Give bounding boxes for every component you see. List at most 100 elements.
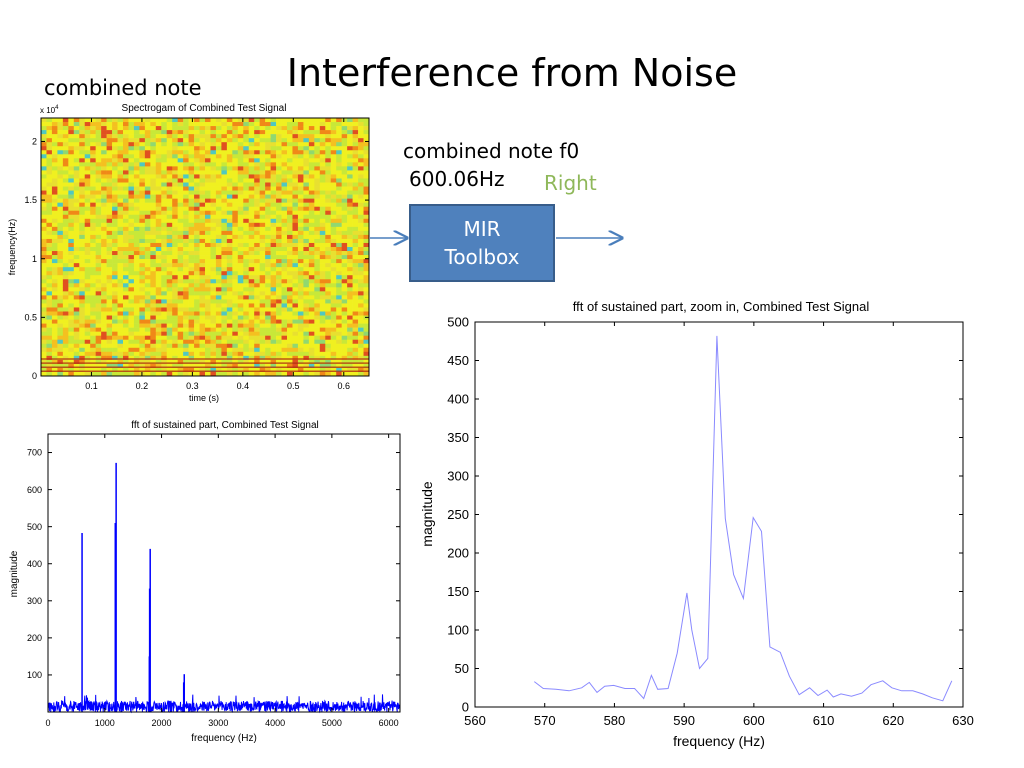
spectrogram-cell	[95, 327, 102, 332]
spectrogram-cell	[254, 283, 260, 288]
spectrogram-cell	[232, 319, 239, 324]
spectrogram-cell	[292, 263, 299, 268]
spectrogram-cell	[57, 315, 64, 320]
spectrogram-cell	[117, 347, 124, 353]
spectrogram-cell	[194, 355, 200, 361]
spectrogram-cell	[265, 214, 271, 220]
spectrogram-cell	[123, 267, 129, 272]
spectrogram-cell	[243, 166, 250, 171]
spectrogram-cell	[46, 218, 53, 224]
spectrogram-cell	[243, 218, 250, 224]
spectrogram-cell	[358, 130, 364, 135]
spectrogram-cell	[84, 170, 91, 175]
spectrogram-cell	[101, 267, 107, 272]
spectrogram-cell	[314, 331, 321, 336]
spectrogram-cell	[161, 130, 168, 135]
spectrogram-cell	[199, 214, 206, 220]
spectrogram-cell	[265, 186, 271, 191]
spectrogram-cell	[319, 323, 326, 328]
spectrogram-cell	[319, 287, 326, 292]
spectrogram-cell	[133, 283, 140, 288]
spectrogram-cell	[123, 214, 129, 220]
spectrogram-cell	[254, 251, 260, 256]
spectrogram-cell	[106, 166, 113, 171]
spectrogram-cell	[254, 230, 260, 236]
spectrogram-cell	[292, 190, 299, 195]
spectrogram-cell	[303, 146, 310, 151]
spectrogram-cell	[68, 347, 75, 353]
spectrogram-cell	[194, 214, 200, 220]
spectrogram-cell	[210, 194, 217, 199]
spectrogram-cell	[358, 339, 364, 345]
spectrogram-cell	[205, 371, 211, 377]
spectrogram-cell	[336, 206, 342, 212]
spectrogram-cell	[308, 226, 315, 232]
spectrogram-cell	[276, 359, 282, 365]
spectrogram-cell	[226, 287, 233, 292]
spectrogram-cell	[46, 307, 53, 312]
spectrogram-cell	[73, 359, 80, 365]
spectrogram-cell	[194, 283, 200, 288]
verdict-label: Right	[544, 171, 597, 195]
spectrogram-cell	[106, 170, 113, 175]
spectrogram-cell	[259, 222, 266, 228]
spectrogram-cell	[144, 347, 151, 353]
spectrogram-cell	[341, 142, 348, 147]
spectrogram-cell	[325, 166, 332, 171]
spectrogram-cell	[205, 347, 211, 353]
spectrogram-cell	[133, 307, 140, 312]
spectrogram-cell	[194, 307, 200, 312]
spectrogram-cell	[221, 351, 228, 357]
spectrogram-cell	[243, 363, 250, 369]
spectrogram-cell	[161, 230, 168, 236]
spectrogram-cell	[128, 218, 135, 224]
spectrogram-cell	[172, 150, 178, 155]
spectrogram-cell	[166, 259, 173, 264]
spectrogram-cell	[41, 299, 47, 304]
spectrogram-cell	[199, 287, 206, 292]
spectrogram-cell	[128, 291, 135, 296]
spectrogram-cell	[46, 118, 53, 123]
spectrogram-cell	[319, 226, 326, 232]
spectrogram-cell	[347, 230, 353, 236]
spectrogram-cell	[117, 271, 124, 276]
spectrogram-cell	[265, 335, 271, 341]
spectrogram-cell	[84, 263, 91, 268]
spectrogram-cell	[319, 238, 326, 244]
spectrogram-cell	[237, 118, 244, 123]
spectrogram-cell	[281, 242, 288, 248]
spectrogram-cell	[330, 283, 337, 288]
spectrogram-cell	[101, 275, 107, 280]
spectrogram-cell	[41, 150, 47, 155]
spectrogram-cell	[172, 162, 178, 167]
spectrogram-cell	[358, 283, 364, 288]
spectrogram-cell	[68, 267, 75, 272]
spectrogram-cell	[287, 182, 293, 187]
spectrogram-cell	[84, 162, 91, 167]
spectrogram-cell	[57, 206, 64, 212]
spectrogram-cell	[336, 222, 342, 228]
spectrogram-cell	[199, 126, 206, 131]
spectrogram-cell	[172, 299, 178, 304]
spectrogram-cell	[248, 283, 255, 288]
spectrogram-cell	[248, 230, 255, 236]
spectrogram-cell	[221, 263, 228, 268]
spectrogram-cell	[161, 154, 168, 159]
spectrogram-cell	[314, 238, 321, 244]
spectrogram-cell	[194, 351, 200, 357]
spectrogram-cell	[347, 178, 353, 183]
spectrogram-cell	[199, 222, 206, 228]
spectrogram-cell	[62, 363, 69, 369]
spectrogram-cell	[347, 251, 353, 256]
spectrogram-cell	[62, 327, 69, 332]
spectrogram-cell	[79, 202, 86, 207]
spectrogram-cell	[215, 343, 222, 349]
spectrogram-cell	[205, 154, 211, 159]
spectrogram-cell	[205, 367, 211, 373]
spectrogram-cell	[57, 182, 64, 187]
spectrogram-cell	[79, 275, 86, 280]
spectrogram-cell	[287, 158, 293, 163]
spectrogram-cell	[62, 130, 69, 135]
spectrogram-cell	[101, 331, 107, 336]
